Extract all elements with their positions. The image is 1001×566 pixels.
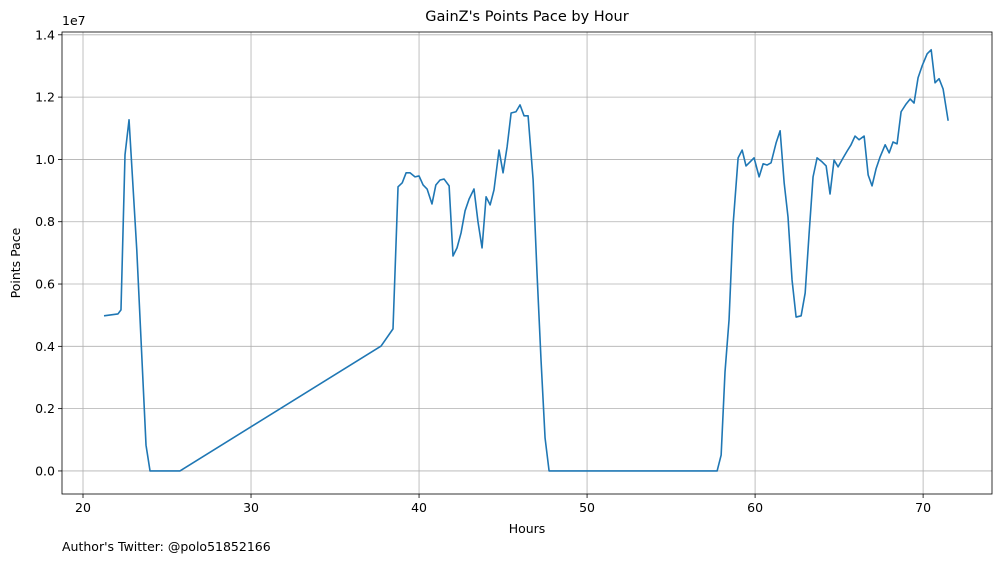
x-tick-label: 50 [579, 500, 595, 515]
chart-title: GainZ's Points Pace by Hour [425, 9, 628, 25]
y-tick-label: 0.0 [35, 463, 55, 478]
y-tick-label: 1.0 [35, 152, 55, 167]
x-tick-label: 60 [747, 500, 763, 515]
y-tick-label: 1.4 [35, 27, 55, 42]
x-tick-label: 40 [411, 500, 427, 515]
plot-frame [61, 31, 993, 495]
y-axis-label: Points Pace [8, 227, 23, 298]
x-tick-label: 20 [75, 500, 91, 515]
y-offset-label: 1e7 [62, 13, 86, 28]
x-tick-label: 30 [243, 500, 259, 515]
x-axis-label: Hours [509, 521, 546, 536]
x-tick-label: 70 [915, 500, 931, 515]
y-tick-label: 0.4 [35, 339, 55, 354]
y-tick-label: 0.6 [35, 277, 55, 292]
y-tick-label: 0.2 [35, 401, 55, 416]
y-tick-label: 0.8 [35, 214, 55, 229]
footnote: Author's Twitter: @polo51852166 [62, 539, 271, 554]
data-line [103, 48, 949, 472]
y-tick-label: 1.2 [35, 90, 55, 105]
